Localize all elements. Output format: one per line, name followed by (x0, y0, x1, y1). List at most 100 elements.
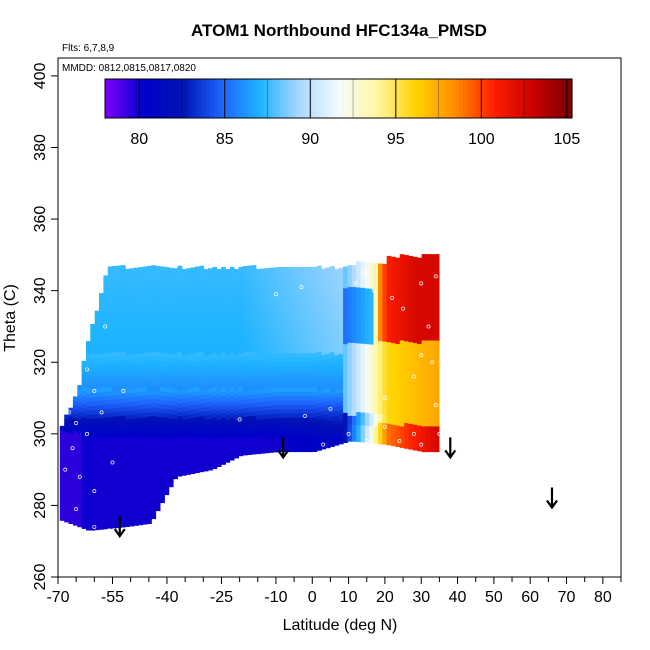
field-cell (199, 454, 205, 460)
field-cell (364, 283, 370, 289)
field-cell (203, 453, 209, 459)
field-cell (107, 365, 113, 370)
field-cell (373, 361, 379, 367)
field-cell (343, 318, 348, 323)
field-cell (94, 465, 100, 470)
field-cell (369, 417, 375, 422)
field-cell (408, 414, 414, 420)
field-cell (112, 377, 117, 383)
field-cell (295, 352, 300, 358)
field-cell (181, 350, 187, 356)
field-cell (312, 400, 318, 405)
field-cell (168, 267, 174, 273)
field-cell (334, 312, 340, 317)
field-cell (168, 340, 174, 346)
field-cell (203, 423, 209, 429)
field-cell (369, 430, 375, 435)
field-cell (242, 373, 248, 379)
field-cell (312, 335, 318, 341)
x-tick-label: -55 (101, 589, 124, 606)
field-cell (364, 270, 370, 276)
field-cell (277, 361, 283, 367)
field-cell (177, 446, 183, 451)
field-cell (155, 373, 161, 378)
field-cell (234, 312, 239, 317)
field-cell (99, 516, 104, 522)
field-cell (138, 391, 144, 397)
field-cell (229, 382, 235, 388)
field-cell (229, 284, 235, 289)
field-cell (378, 422, 383, 428)
field-cell (177, 377, 183, 382)
field-cell (373, 344, 379, 350)
field-cell (90, 448, 96, 454)
field-cell (147, 377, 152, 383)
field-cell (286, 447, 292, 453)
field-cell (138, 271, 144, 277)
field-cell (286, 434, 292, 440)
field-cell (399, 258, 405, 264)
field-cell (107, 425, 113, 430)
field-cell (90, 366, 96, 372)
field-cell (330, 420, 335, 426)
field-cell (147, 493, 152, 499)
field-cell (312, 331, 318, 337)
field-cell (290, 400, 296, 405)
field-cell (125, 397, 130, 403)
field-cell (151, 346, 157, 352)
field-cell (194, 446, 200, 452)
field-cell (391, 385, 396, 391)
field-cell (277, 383, 283, 388)
field-cell (369, 382, 375, 388)
colorbar-cell (373, 79, 379, 118)
field-cell (151, 385, 157, 391)
field-cell (112, 287, 117, 293)
field-cell (325, 387, 331, 393)
field-cell (382, 268, 388, 273)
field-cell (382, 354, 388, 359)
field-cell (107, 442, 113, 448)
field-cell (225, 453, 231, 459)
field-cell (138, 322, 144, 328)
field-cell (321, 354, 327, 360)
field-cell (399, 305, 405, 311)
field-cell (247, 265, 252, 271)
field-cell (364, 352, 370, 358)
field-cell (325, 361, 331, 367)
field-cell (142, 438, 148, 443)
field-cell (425, 258, 431, 264)
field-cell (112, 485, 117, 490)
field-cell (107, 408, 113, 413)
field-cell (203, 290, 209, 296)
field-cell (147, 304, 152, 310)
field-cell (229, 348, 235, 354)
field-cell (164, 314, 170, 319)
field-cell (330, 347, 335, 353)
field-cell (286, 344, 292, 349)
field-cell (234, 453, 239, 459)
field-cell (208, 319, 213, 325)
field-cell (330, 274, 335, 280)
sample-point (401, 306, 406, 311)
field-cell (238, 387, 244, 392)
field-cell (434, 305, 440, 311)
field-cell (112, 334, 117, 340)
field-cell (373, 267, 379, 273)
field-cell (247, 428, 252, 434)
field-cell (151, 492, 157, 498)
field-cell (203, 299, 209, 304)
field-cell (382, 388, 388, 394)
field-cell (112, 308, 117, 314)
field-cell (103, 369, 109, 375)
field-cell (199, 385, 205, 391)
field-cell (238, 305, 244, 311)
field-cell (81, 408, 87, 413)
field-cell (238, 357, 244, 362)
field-cell (138, 460, 144, 466)
field-cell (186, 397, 191, 402)
field-cell (194, 275, 200, 280)
field-cell (103, 516, 109, 521)
field-cell (334, 402, 340, 407)
field-cell (177, 347, 183, 352)
field-cell (203, 440, 209, 446)
